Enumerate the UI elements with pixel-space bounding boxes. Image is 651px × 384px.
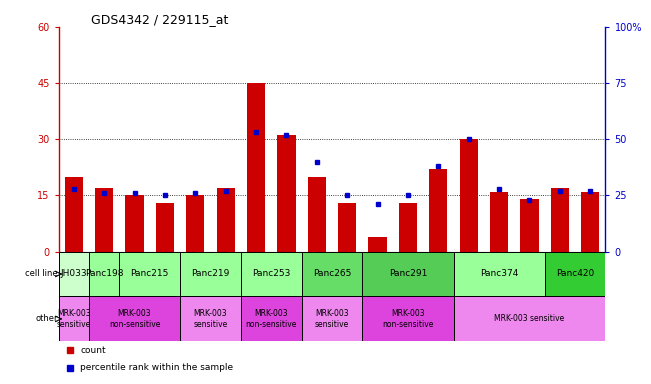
Text: MRK-003
sensitive: MRK-003 sensitive [57,309,91,329]
Bar [59,252,89,296]
Bar [89,252,119,296]
Text: MRK-003
non-sensitive: MRK-003 non-sensitive [382,309,434,329]
Bar [363,252,454,296]
Bar [89,296,180,341]
Bar [308,177,326,252]
Text: count: count [81,346,106,354]
Text: percentile rank within the sample: percentile rank within the sample [81,363,234,372]
Bar [301,252,363,296]
Bar [277,136,296,252]
Bar [551,188,569,252]
Text: JH033: JH033 [61,270,87,278]
Text: Panc420: Panc420 [556,270,594,278]
Bar [59,296,89,341]
Bar [126,195,144,252]
Bar [241,252,301,296]
Text: Panc265: Panc265 [313,270,351,278]
Bar [301,296,363,341]
Bar [490,192,508,252]
Bar [64,177,83,252]
Bar [186,195,204,252]
Bar [338,203,356,252]
Bar [95,188,113,252]
Text: other: other [36,314,58,323]
Bar [180,252,241,296]
Text: Panc374: Panc374 [480,270,518,278]
Text: MRK-003
sensitive: MRK-003 sensitive [315,309,349,329]
Text: MRK-003 sensitive: MRK-003 sensitive [494,314,564,323]
Text: MRK-003
non-sensitive: MRK-003 non-sensitive [245,309,297,329]
Bar [217,188,235,252]
Bar [454,252,545,296]
Text: cell line: cell line [25,270,58,278]
Bar [454,296,605,341]
Text: MRK-003
non-sensitive: MRK-003 non-sensitive [109,309,160,329]
Bar [247,83,265,252]
Bar [368,237,387,252]
Bar [156,203,174,252]
Bar [520,199,538,252]
Text: MRK-003
sensitive: MRK-003 sensitive [193,309,228,329]
Text: Panc291: Panc291 [389,270,427,278]
Text: Panc215: Panc215 [131,270,169,278]
Bar [241,296,301,341]
Bar [460,139,478,252]
Bar [119,252,180,296]
Text: Panc219: Panc219 [191,270,230,278]
Bar [399,203,417,252]
Bar [180,296,241,341]
Bar [545,252,605,296]
Text: Panc253: Panc253 [252,270,290,278]
Bar [581,192,600,252]
Bar [363,296,454,341]
Text: Panc198: Panc198 [85,270,124,278]
Text: GDS4342 / 229115_at: GDS4342 / 229115_at [91,13,229,26]
Bar [429,169,447,252]
